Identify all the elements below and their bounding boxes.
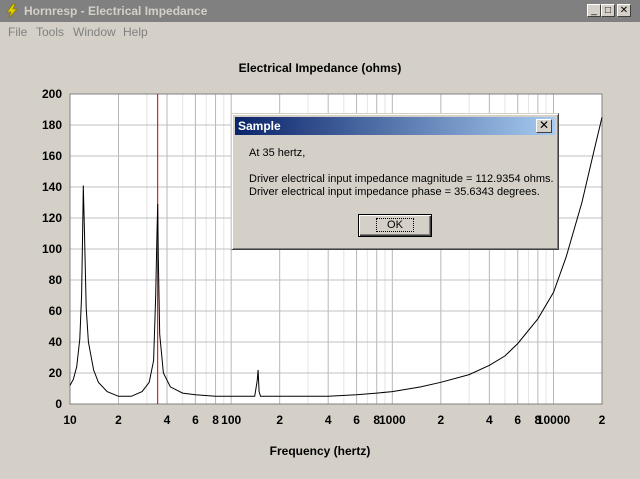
x-tick-label: 2 xyxy=(276,413,283,427)
x-tick-label: 1000 xyxy=(379,413,406,427)
x-tick-label: 4 xyxy=(164,413,171,427)
x-tick-label: 6 xyxy=(514,413,521,427)
y-tick-label: 100 xyxy=(42,242,62,256)
title-bar: Hornresp - Electrical Impedance _ □ ✕ xyxy=(0,0,640,22)
y-tick-label: 60 xyxy=(49,304,63,318)
dialog-magnitude-text: Driver electrical input impedance magnit… xyxy=(249,173,554,185)
x-tick-label: 6 xyxy=(192,413,199,427)
y-tick-label: 80 xyxy=(49,273,63,287)
menu-help[interactable]: Help xyxy=(123,25,148,39)
menu-file[interactable]: File xyxy=(8,25,28,39)
dialog-title: Sample xyxy=(238,119,281,133)
x-axis-label: Frequency (hertz) xyxy=(269,444,371,458)
ok-button-label: OK xyxy=(376,218,414,232)
x-tick-label: 4 xyxy=(486,413,493,427)
menu-bar: File Tools Window Help xyxy=(0,22,640,40)
close-button[interactable]: ✕ xyxy=(617,4,631,17)
y-tick-label: 0 xyxy=(55,397,62,411)
dialog-close-button[interactable]: ✕ xyxy=(536,119,552,133)
y-tick-label: 120 xyxy=(42,211,62,225)
menu-tools[interactable]: Tools xyxy=(36,25,65,39)
x-tick-label: 10000 xyxy=(537,413,571,427)
app-icon xyxy=(6,3,18,19)
x-tick-label: 2 xyxy=(115,413,122,427)
x-tick-label: 100 xyxy=(221,413,241,427)
x-tick-label: 6 xyxy=(353,413,360,427)
y-tick-label: 160 xyxy=(42,149,62,163)
x-tick-label: 2 xyxy=(599,413,606,427)
sample-dialog: Sample ✕ At 35 hertz, Driver electrical … xyxy=(231,113,559,250)
x-tick-label: 8 xyxy=(212,413,219,427)
y-tick-label: 180 xyxy=(42,118,62,132)
dialog-title-bar: Sample ✕ xyxy=(235,117,555,135)
plot-frame xyxy=(69,93,603,405)
y-tick-label: 200 xyxy=(42,87,62,101)
x-tick-label: 8 xyxy=(535,413,542,427)
y-tick-label: 40 xyxy=(49,335,63,349)
impedance-curve xyxy=(69,117,603,397)
window-title: Hornresp - Electrical Impedance xyxy=(24,4,208,18)
x-tick-label: 10 xyxy=(63,413,77,427)
ok-button[interactable]: OK xyxy=(358,214,432,237)
x-tick-label: 8 xyxy=(373,413,380,427)
y-tick-label: 20 xyxy=(49,366,63,380)
y-tick-label: 140 xyxy=(42,180,62,194)
maximize-button[interactable]: □ xyxy=(601,4,615,17)
chart-title: Electrical Impedance (ohms) xyxy=(238,61,402,75)
dialog-phase-text: Driver electrical input impedance phase … xyxy=(249,186,540,198)
x-tick-label: 4 xyxy=(325,413,332,427)
dialog-frequency-text: At 35 hertz, xyxy=(249,147,306,159)
minimize-button[interactable]: _ xyxy=(587,4,601,17)
x-tick-label: 2 xyxy=(437,413,444,427)
menu-window[interactable]: Window xyxy=(73,25,116,39)
